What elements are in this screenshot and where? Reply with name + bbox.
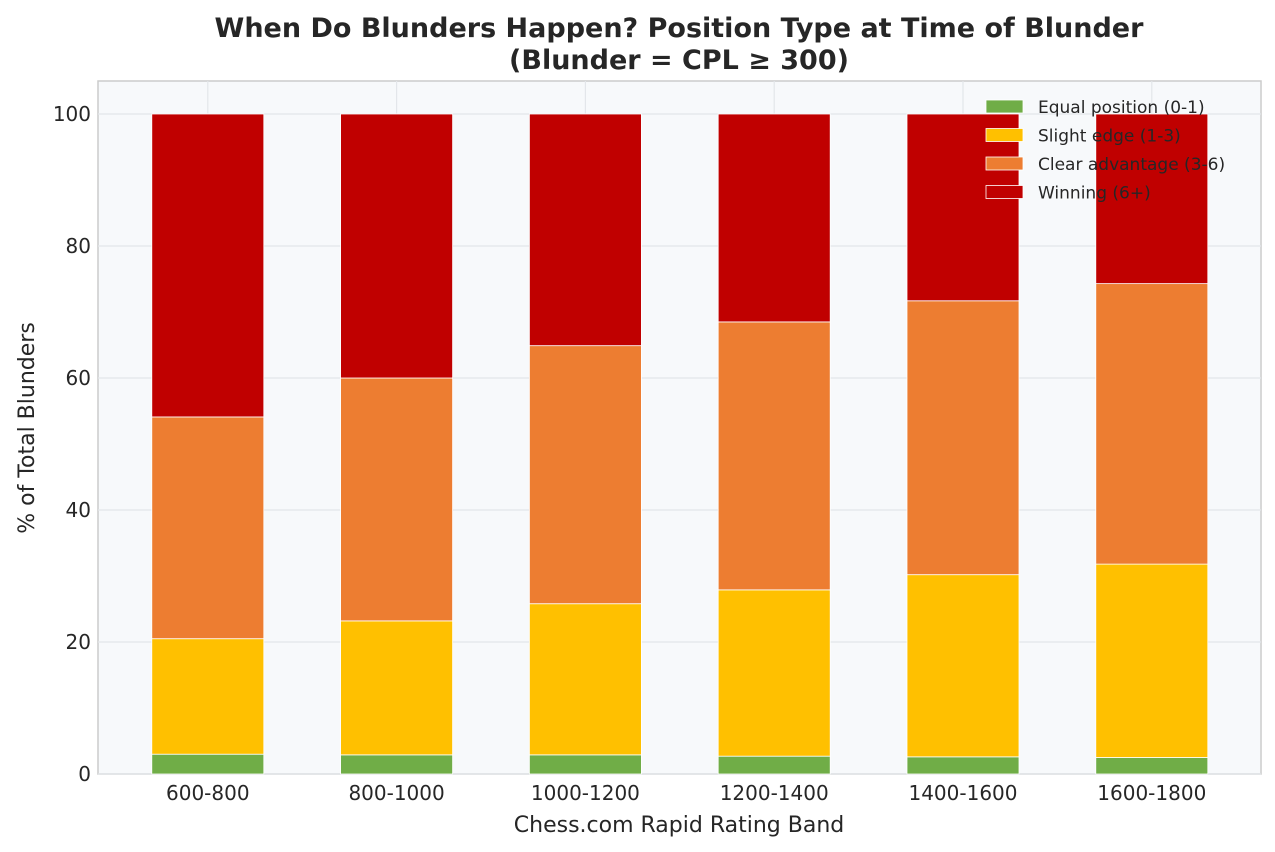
bar-stack-1400-1600 [906, 113, 1020, 775]
legend-label: Equal position (0-1) [1038, 98, 1205, 118]
bar-segment-800-1000-series-0 [340, 754, 454, 775]
legend-swatch-series-0 [985, 99, 1024, 114]
bar-segment-800-1000-series-1 [340, 620, 454, 756]
x-tick-label: 600-800 [166, 781, 250, 805]
bar-segment-1600-1800-series-2 [1095, 283, 1209, 565]
y-axis-ticks: 0 20 40 60 80 100 [53, 102, 91, 786]
y-tick-label: 80 [66, 234, 91, 258]
plot-area [97, 80, 1262, 775]
bar-stack-600-800 [151, 113, 265, 775]
chart-subtitle: (Blunder = CPL ≥ 300) [509, 45, 849, 76]
y-tick-label: 40 [66, 498, 91, 522]
bar-segment-1000-1200-series-0 [529, 754, 642, 775]
bar-segment-1400-1600-series-1 [906, 574, 1020, 758]
y-tick-label: 100 [53, 102, 91, 126]
legend-label: Clear advantage (3-6) [1038, 155, 1225, 175]
y-axis-label: % of Total Blunders [15, 322, 40, 534]
bar-segment-600-800-series-0 [151, 753, 265, 775]
bar-stack-800-1000 [340, 113, 454, 775]
bar-segment-1200-1400-series-0 [717, 755, 831, 775]
bar-segment-800-1000-series-3 [340, 113, 454, 379]
legend-swatch-series-3 [985, 185, 1024, 199]
x-tick-label: 1200-1400 [720, 781, 829, 805]
bar-segment-1400-1600-series-0 [906, 756, 1020, 775]
bar-stack-1600-1800 [1095, 113, 1209, 775]
y-tick-label: 60 [66, 366, 91, 390]
legend-swatch-series-1 [985, 128, 1024, 142]
bar-segment-1400-1600-series-3 [906, 113, 1020, 302]
bars [151, 113, 1209, 775]
x-tick-label: 1000-1200 [531, 781, 640, 805]
legend: Equal position (0-1) Slight edge (1-3) Cle… [985, 98, 1225, 204]
bar-segment-1600-1800-series-1 [1095, 563, 1209, 758]
x-axis-ticks: 600-800 800-1000 1000-1200 1200-1400 1400-16… [166, 781, 1206, 805]
x-axis-label: Chess.com Rapid Rating Band [514, 813, 844, 838]
bar-stack-1200-1400 [717, 113, 831, 775]
bar-segment-1200-1400-series-1 [717, 589, 831, 757]
bar-segment-1600-1800-series-3 [1095, 113, 1209, 285]
bar-segment-1400-1600-series-2 [906, 300, 1020, 576]
legend-swatch-series-2 [985, 156, 1024, 171]
x-tick-label: 1400-1600 [908, 781, 1017, 805]
bar-segment-600-800-series-2 [151, 416, 265, 640]
x-tick-label: 1600-1800 [1097, 781, 1206, 805]
legend-label: Winning (6+) [1038, 184, 1151, 204]
y-tick-label: 20 [66, 630, 91, 654]
bar-stack-1000-1200 [529, 113, 642, 775]
chart-title: When Do Blunders Happen? Position Type a… [215, 13, 1145, 44]
bar-segment-600-800-series-3 [151, 113, 265, 418]
bar-segment-600-800-series-1 [151, 638, 265, 755]
bar-segment-1000-1200-series-2 [529, 345, 642, 605]
bar-segment-1200-1400-series-3 [717, 113, 831, 323]
bar-segment-1200-1400-series-2 [717, 321, 831, 591]
bar-segment-1000-1200-series-1 [529, 603, 642, 756]
bar-segment-1000-1200-series-3 [529, 113, 642, 347]
bar-segment-800-1000-series-2 [340, 377, 454, 622]
legend-label: Slight edge (1-3) [1038, 127, 1181, 147]
bar-segment-1600-1800-series-0 [1095, 757, 1209, 775]
x-tick-label: 800-1000 [348, 781, 444, 805]
y-tick-label: 0 [78, 762, 91, 786]
